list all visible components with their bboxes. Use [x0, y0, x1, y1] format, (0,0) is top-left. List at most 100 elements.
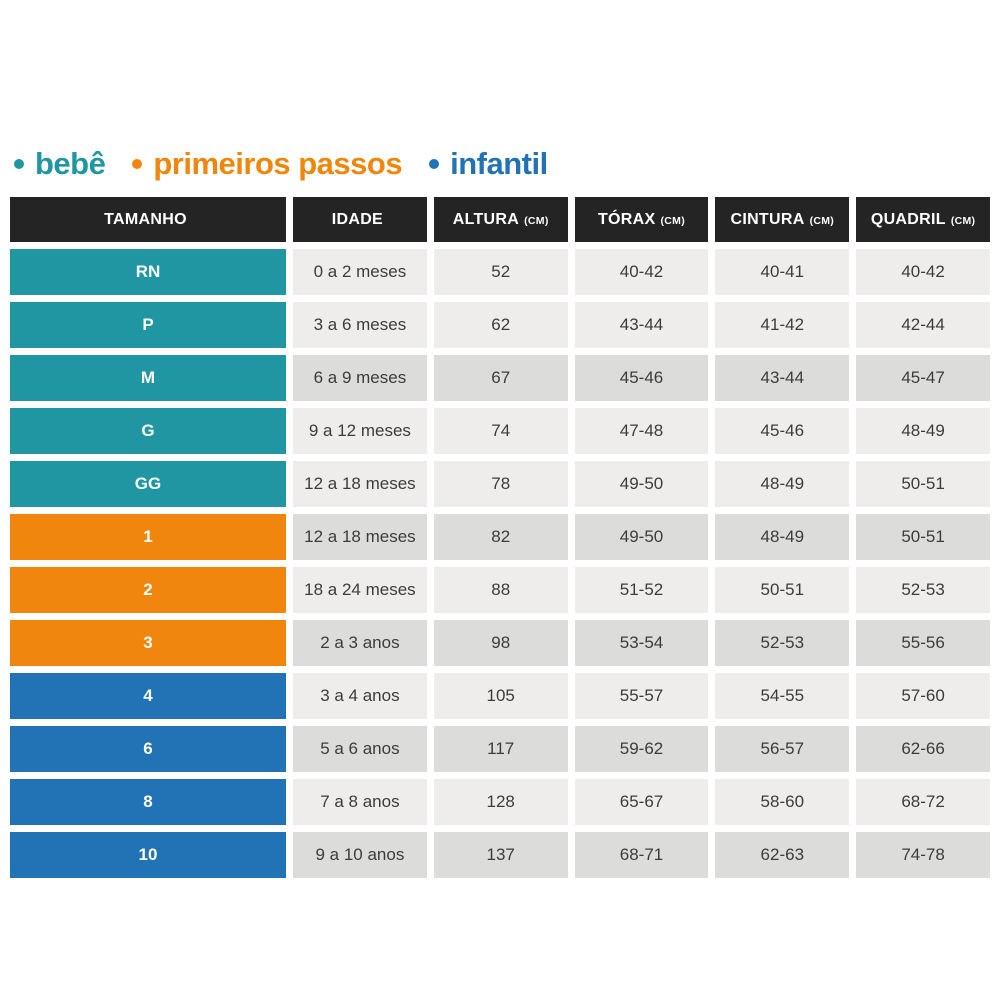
- table-body: RN 0 a 2 meses 52 40-42 40-41 40-42 P 3 a 6 mes…: [10, 249, 990, 878]
- waist-cell: 48-49: [715, 461, 850, 507]
- height-cell: 128: [433, 779, 568, 825]
- header-unit: (CM): [660, 215, 685, 227]
- header-label: IDADE: [331, 210, 384, 228]
- table-row: 10 9 a 10 anos 137 68-71 62-63 74-78: [10, 832, 990, 878]
- size-cell: 2: [10, 567, 286, 613]
- size-cell: GG: [10, 461, 286, 507]
- size-cell: 4: [10, 673, 286, 719]
- age-cell: 6 a 9 meses: [293, 355, 427, 401]
- hip-cell: 48-49: [856, 408, 990, 454]
- chest-cell: 45-46: [574, 355, 709, 401]
- header-unit: (CM): [809, 215, 835, 227]
- chest-cell: 68-71: [574, 832, 709, 878]
- waist-cell: 58-60: [715, 779, 850, 825]
- age-cell: 7 a 8 anos: [293, 779, 427, 825]
- height-cell: 62: [433, 302, 568, 348]
- header-cell-tamanho: TAMANHO: [10, 197, 286, 242]
- age-cell: 18 a 24 meses: [293, 567, 427, 613]
- size-cell: G: [10, 408, 286, 454]
- legend-item-primeiros-passos: primeiros passos: [132, 146, 403, 182]
- age-cell: 9 a 10 anos: [293, 832, 427, 878]
- hip-cell: 57-60: [856, 673, 990, 719]
- legend-label: infantil: [450, 146, 548, 181]
- header-cell-torax: TÓRAX (CM): [574, 197, 709, 242]
- waist-cell: 62-63: [715, 832, 850, 878]
- size-cell: 8: [10, 779, 286, 825]
- size-cell: 1: [10, 514, 286, 560]
- hip-cell: 55-56: [856, 620, 990, 666]
- waist-cell: 50-51: [715, 567, 850, 613]
- size-cell: 10: [10, 832, 286, 878]
- height-cell: 67: [433, 355, 568, 401]
- hip-cell: 52-53: [856, 567, 990, 613]
- height-cell: 105: [433, 673, 568, 719]
- legend-item-bebe: bebê: [14, 146, 106, 182]
- header-cell-quadril: QUADRIL (CM): [856, 197, 990, 242]
- header-cell-idade: IDADE: [293, 197, 427, 242]
- size-cell: P: [10, 302, 286, 348]
- height-cell: 52: [433, 249, 568, 295]
- legend-label: bebê: [35, 146, 106, 181]
- size-table: TAMANHO IDADE ALTURA (CM) TÓRAX (CM) CIN…: [10, 197, 990, 878]
- header-label: TÓRAX: [597, 210, 656, 228]
- hip-cell: 50-51: [856, 461, 990, 507]
- height-cell: 137: [433, 832, 568, 878]
- hip-cell: 50-51: [856, 514, 990, 560]
- header-cell-cintura: CINTURA (CM): [715, 197, 850, 242]
- age-cell: 5 a 6 anos: [293, 726, 427, 772]
- chest-cell: 40-42: [574, 249, 709, 295]
- age-cell: 12 a 18 meses: [293, 514, 427, 560]
- table-row: 2 18 a 24 meses 88 51-52 50-51 52-53: [10, 567, 990, 613]
- chest-cell: 55-57: [574, 673, 709, 719]
- hip-cell: 42-44: [856, 302, 990, 348]
- chest-cell: 43-44: [574, 302, 709, 348]
- legend-item-infantil: infantil: [429, 146, 548, 182]
- waist-cell: 48-49: [715, 514, 850, 560]
- chest-cell: 49-50: [574, 514, 709, 560]
- hip-cell: 74-78: [856, 832, 990, 878]
- age-cell: 2 a 3 anos: [293, 620, 427, 666]
- waist-cell: 41-42: [715, 302, 850, 348]
- height-cell: 117: [433, 726, 568, 772]
- height-cell: 78: [433, 461, 568, 507]
- header-label: ALTURA: [452, 210, 520, 228]
- header-label: CINTURA: [730, 210, 805, 228]
- waist-cell: 43-44: [715, 355, 850, 401]
- chest-cell: 49-50: [574, 461, 709, 507]
- chest-cell: 51-52: [574, 567, 709, 613]
- table-header-row: TAMANHO IDADE ALTURA (CM) TÓRAX (CM) CIN…: [10, 197, 990, 242]
- size-cell: M: [10, 355, 286, 401]
- chest-cell: 47-48: [574, 408, 709, 454]
- height-cell: 74: [433, 408, 568, 454]
- chest-cell: 53-54: [574, 620, 709, 666]
- header-cell-altura: ALTURA (CM): [433, 197, 568, 242]
- size-cell: 3: [10, 620, 286, 666]
- age-cell: 3 a 4 anos: [293, 673, 427, 719]
- header-unit: (CM): [950, 215, 976, 227]
- header-unit: (CM): [524, 215, 549, 227]
- hip-cell: 68-72: [856, 779, 990, 825]
- size-cell: 6: [10, 726, 286, 772]
- waist-cell: 52-53: [715, 620, 850, 666]
- table-row: RN 0 a 2 meses 52 40-42 40-41 40-42: [10, 249, 990, 295]
- waist-cell: 54-55: [715, 673, 850, 719]
- chest-cell: 59-62: [574, 726, 709, 772]
- waist-cell: 56-57: [715, 726, 850, 772]
- bullet-dot-icon: [14, 159, 24, 169]
- bullet-dot-icon: [132, 159, 143, 169]
- header-label: QUADRIL: [870, 210, 946, 228]
- height-cell: 98: [433, 620, 568, 666]
- waist-cell: 40-41: [715, 249, 850, 295]
- hip-cell: 62-66: [856, 726, 990, 772]
- height-cell: 82: [433, 514, 568, 560]
- bullet-dot-icon: [429, 159, 440, 169]
- header-label: TAMANHO: [104, 210, 187, 228]
